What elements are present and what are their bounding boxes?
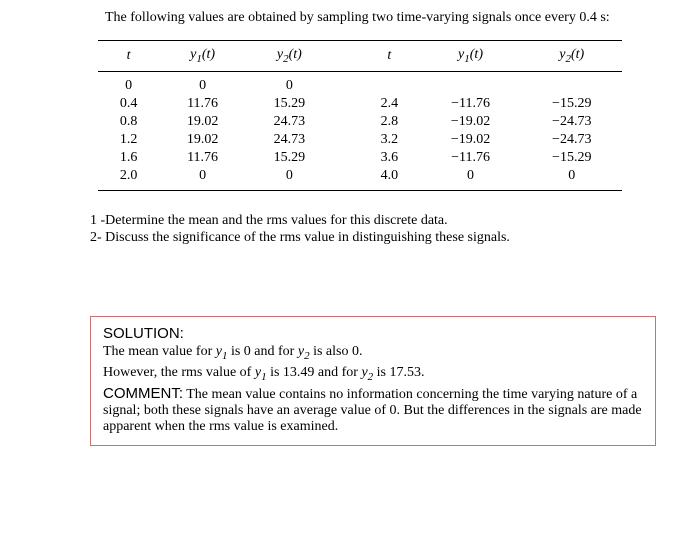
cell-y2: 15.29	[246, 149, 333, 167]
data-table: t y1(t) y2(t) t y1(t) y2(t) 0000.411.761…	[98, 40, 622, 191]
cell-y1: 11.76	[159, 149, 246, 167]
spacer	[333, 41, 359, 72]
question-1: 1 -Determine the mean and the rms values…	[90, 213, 660, 229]
col-y1-left: y1(t)	[159, 41, 246, 72]
cell-t: 0.4	[98, 95, 159, 113]
question-2: 2- Discuss the significance of the rms v…	[90, 230, 660, 246]
table-row: 1.611.7615.29 3.6−11.76−15.29	[98, 149, 622, 167]
cell-y1: 19.02	[159, 113, 246, 131]
solution-title: SOLUTION:	[103, 325, 643, 342]
cell-t: 2.0	[98, 167, 159, 191]
col-t-right: t	[359, 41, 420, 72]
intro-text: The following values are obtained by sam…	[105, 10, 660, 26]
cell-y2: −24.73	[521, 131, 622, 149]
comment-text: The mean value contains no information c…	[103, 387, 642, 434]
solution-mean: The mean value for y1 is 0 and for y2 is…	[103, 344, 643, 362]
cell-y2: 15.29	[246, 95, 333, 113]
solution-rms: However, the rms value of y1 is 13.49 an…	[103, 365, 643, 383]
cell-y1: −11.76	[420, 149, 521, 167]
cell-y1: −19.02	[420, 113, 521, 131]
table-row: 000	[98, 71, 622, 95]
comment-title: COMMENT:	[103, 385, 183, 402]
col-y2-left: y2(t)	[246, 41, 333, 72]
col-y1-right: y1(t)	[420, 41, 521, 72]
col-t-left: t	[98, 41, 159, 72]
cell-t: 4.0	[359, 167, 420, 191]
header-row: t y1(t) y2(t) t y1(t) y2(t)	[98, 41, 622, 72]
cell-t: 3.2	[359, 131, 420, 149]
cell-t: 3.6	[359, 149, 420, 167]
cell-y2: 24.73	[246, 131, 333, 149]
page-container: The following values are obtained by sam…	[0, 0, 700, 466]
solution-comment: COMMENT: The mean value contains no info…	[103, 385, 643, 435]
cell-t: 2.4	[359, 95, 420, 113]
cell-y1: −11.76	[420, 95, 521, 113]
cell-y2: 0	[246, 167, 333, 191]
cell-t	[359, 71, 420, 95]
cell-t: 0	[98, 71, 159, 95]
cell-y1: 19.02	[159, 131, 246, 149]
cell-y1: −19.02	[420, 131, 521, 149]
cell-t: 1.6	[98, 149, 159, 167]
spacer	[333, 95, 359, 113]
cell-y2	[521, 71, 622, 95]
cell-y1: 0	[159, 71, 246, 95]
questions: 1 -Determine the mean and the rms values…	[90, 213, 660, 246]
col-y2-right: y2(t)	[521, 41, 622, 72]
spacer	[333, 149, 359, 167]
cell-y1: 0	[420, 167, 521, 191]
cell-y2: 0	[246, 71, 333, 95]
spacer	[333, 71, 359, 95]
cell-t: 1.2	[98, 131, 159, 149]
table-row: 2.0004.000	[98, 167, 622, 191]
cell-y1	[420, 71, 521, 95]
spacer	[333, 113, 359, 131]
cell-y1: 0	[159, 167, 246, 191]
table-row: 0.411.7615.29 2.4−11.76−15.29	[98, 95, 622, 113]
spacer	[333, 131, 359, 149]
cell-y2: −15.29	[521, 95, 622, 113]
cell-y1: 11.76	[159, 95, 246, 113]
solution-box: SOLUTION: The mean value for y1 is 0 and…	[90, 316, 656, 447]
table-row: 0.819.0224.73 2.8−19.02−24.73	[98, 113, 622, 131]
cell-y2: −15.29	[521, 149, 622, 167]
cell-y2: 24.73	[246, 113, 333, 131]
spacer	[333, 167, 359, 191]
cell-t: 2.8	[359, 113, 420, 131]
table-row: 1.219.0224.73 3.2−19.02−24.73	[98, 131, 622, 149]
cell-y2: 0	[521, 167, 622, 191]
cell-y2: −24.73	[521, 113, 622, 131]
cell-t: 0.8	[98, 113, 159, 131]
